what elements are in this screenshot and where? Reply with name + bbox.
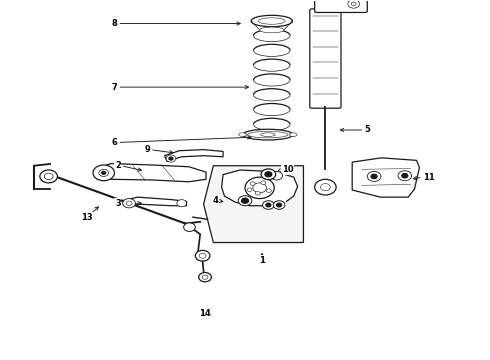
Circle shape — [184, 223, 196, 231]
Circle shape — [320, 184, 330, 191]
Text: 5: 5 — [365, 126, 370, 135]
Text: 13: 13 — [81, 213, 93, 222]
Circle shape — [40, 170, 57, 183]
Ellipse shape — [247, 131, 288, 138]
Text: 1: 1 — [259, 256, 265, 265]
Circle shape — [402, 174, 408, 178]
Circle shape — [199, 273, 211, 282]
Text: 2: 2 — [115, 161, 121, 170]
Circle shape — [196, 250, 210, 261]
Text: 11: 11 — [423, 173, 435, 182]
Circle shape — [315, 179, 336, 195]
Circle shape — [242, 198, 248, 203]
Text: 6: 6 — [111, 138, 117, 147]
Circle shape — [245, 177, 274, 199]
Circle shape — [166, 155, 176, 162]
Circle shape — [266, 203, 271, 207]
Ellipse shape — [289, 133, 297, 136]
Circle shape — [99, 169, 109, 176]
Circle shape — [271, 171, 283, 180]
Text: 14: 14 — [199, 310, 211, 319]
Polygon shape — [97, 163, 206, 182]
Circle shape — [202, 275, 208, 279]
Ellipse shape — [258, 18, 285, 24]
Circle shape — [398, 171, 412, 181]
FancyBboxPatch shape — [315, 0, 368, 13]
Text: 3: 3 — [115, 199, 121, 208]
Text: 9: 9 — [144, 145, 150, 154]
Circle shape — [265, 172, 272, 177]
Circle shape — [126, 201, 132, 205]
Circle shape — [371, 174, 377, 179]
Text: 7: 7 — [112, 83, 117, 92]
Circle shape — [263, 201, 274, 209]
Circle shape — [122, 199, 135, 208]
Circle shape — [238, 196, 252, 206]
Circle shape — [261, 169, 276, 180]
Circle shape — [247, 188, 252, 192]
Ellipse shape — [243, 129, 293, 140]
Text: 12: 12 — [273, 201, 285, 210]
Text: 10: 10 — [282, 166, 293, 175]
Polygon shape — [352, 158, 419, 197]
Text: 4: 4 — [212, 196, 218, 205]
Circle shape — [102, 171, 106, 174]
Polygon shape — [165, 150, 223, 161]
Ellipse shape — [251, 15, 293, 27]
Circle shape — [44, 173, 53, 180]
Circle shape — [255, 192, 260, 195]
FancyBboxPatch shape — [310, 9, 341, 108]
Circle shape — [351, 2, 356, 6]
Circle shape — [177, 200, 187, 207]
Text: 8: 8 — [112, 19, 117, 28]
Circle shape — [267, 189, 271, 192]
Polygon shape — [203, 166, 303, 243]
Circle shape — [93, 165, 115, 181]
Circle shape — [250, 182, 255, 185]
Circle shape — [253, 183, 267, 193]
Polygon shape — [122, 197, 187, 206]
Ellipse shape — [239, 133, 246, 136]
Ellipse shape — [261, 133, 275, 136]
Circle shape — [261, 181, 266, 184]
Circle shape — [169, 157, 173, 160]
Ellipse shape — [260, 27, 284, 33]
Polygon shape — [221, 170, 297, 206]
Circle shape — [199, 253, 206, 258]
Circle shape — [277, 203, 282, 207]
Circle shape — [368, 171, 381, 181]
Circle shape — [348, 0, 360, 8]
Circle shape — [273, 201, 285, 209]
